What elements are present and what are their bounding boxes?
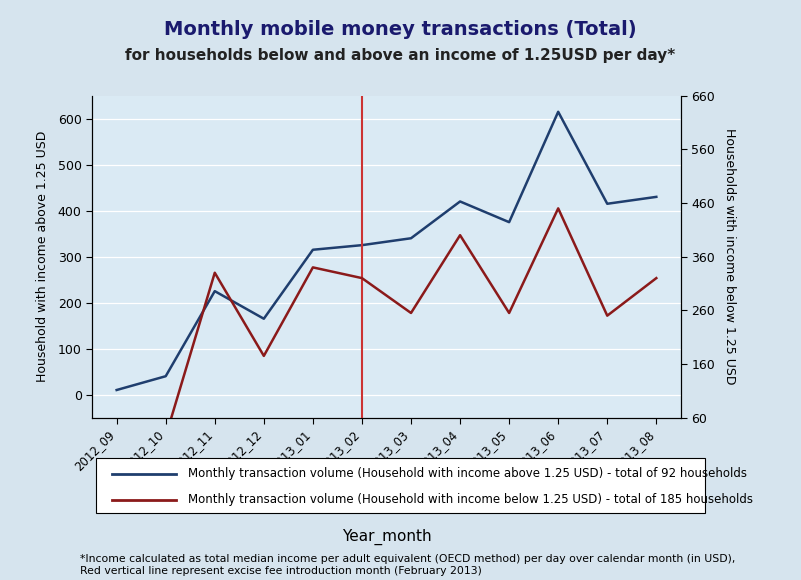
Text: for households below and above an income of 1.25USD per day*: for households below and above an income… <box>126 48 675 63</box>
Text: Monthly mobile money transactions (Total): Monthly mobile money transactions (Total… <box>164 20 637 39</box>
Y-axis label: Households with income below 1.25 USD: Households with income below 1.25 USD <box>723 128 736 385</box>
X-axis label: Year_month: Year_month <box>342 528 431 545</box>
Y-axis label: Household with income above 1.25 USD: Household with income above 1.25 USD <box>36 131 50 382</box>
Text: Monthly transaction volume (Household with income below 1.25 USD) - total of 185: Monthly transaction volume (Household wi… <box>188 493 753 506</box>
Text: Monthly transaction volume (Household with income above 1.25 USD) - total of 92 : Monthly transaction volume (Household wi… <box>188 467 747 480</box>
Text: *Income calculated as total median income per adult equivalent (OECD method) per: *Income calculated as total median incom… <box>80 554 735 575</box>
